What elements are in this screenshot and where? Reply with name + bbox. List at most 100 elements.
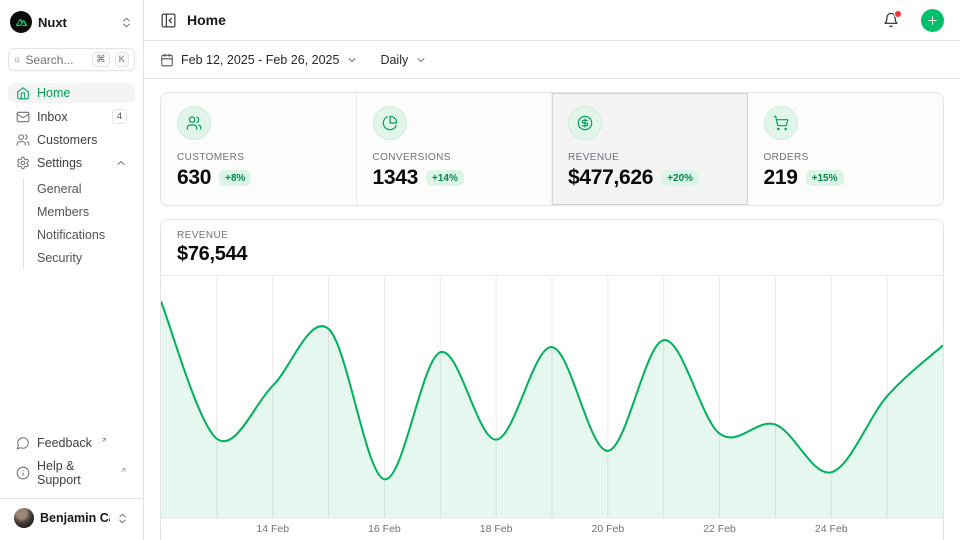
chevron-down-icon — [346, 54, 358, 66]
stat-value: 1343 — [373, 166, 419, 190]
chart-headline-value: $76,544 — [177, 243, 927, 266]
stat-label: CUSTOMERS — [177, 152, 340, 163]
stat-label: CONVERSIONS — [373, 152, 536, 163]
revenue-area-chart[interactable] — [161, 276, 943, 519]
workspace-name: Nuxt — [38, 15, 114, 30]
external-link-icon — [100, 436, 108, 444]
notifications-button[interactable] — [883, 12, 899, 28]
info-circle-icon — [16, 466, 30, 480]
sidebar-item-home[interactable]: Home — [8, 83, 135, 103]
stat-value: 630 — [177, 166, 211, 190]
gear-icon — [16, 156, 30, 170]
search-input[interactable]: ⌘ K — [8, 48, 135, 71]
kbd-cmd: ⌘ — [92, 52, 110, 67]
sidebar-item-feedback[interactable]: Feedback — [8, 433, 135, 453]
user-menu-button[interactable]: Benjamin Canac — [8, 499, 135, 534]
calendar-icon — [160, 53, 174, 67]
chevrons-up-down-icon — [116, 512, 129, 525]
granularity-select[interactable]: Daily — [380, 53, 427, 67]
chart-metric-label: REVENUE — [177, 230, 927, 241]
chevron-down-icon — [415, 54, 427, 66]
stat-icon-circle — [177, 106, 211, 140]
user-avatar — [14, 508, 34, 528]
sidebar-item-label: Inbox — [37, 110, 68, 124]
settings-sub-list: General Members Notifications Security — [23, 178, 135, 269]
stat-value: $477,626 — [568, 166, 653, 190]
stat-delta-badge: +14% — [426, 170, 464, 186]
sidebar-item-label: Feedback — [37, 436, 92, 450]
stat-delta-badge: +20% — [661, 170, 699, 186]
sidebar-item-label: Settings — [37, 156, 82, 170]
sidebar-item-label: Help & Support — [37, 459, 112, 487]
x-axis-tick-label: 14 Feb — [256, 523, 289, 535]
stat-icon-circle — [568, 106, 602, 140]
granularity-label: Daily — [380, 53, 408, 67]
sidebar-item-general[interactable]: General — [24, 178, 135, 200]
users-icon — [186, 115, 202, 131]
stat-delta-badge: +15% — [806, 170, 844, 186]
chart-x-axis-labels: 14 Feb 16 Feb 18 Feb 20 Feb 22 Feb 24 Feb — [161, 519, 943, 540]
main-area: Home Feb 12, 2025 - Feb 26, 2025 Daily — [144, 0, 960, 540]
x-axis-tick-label: 22 Feb — [703, 523, 736, 535]
filters-toolbar: Feb 12, 2025 - Feb 26, 2025 Daily — [144, 41, 960, 79]
home-icon — [16, 86, 30, 100]
page-title: Home — [187, 12, 873, 28]
chart-header: REVENUE $76,544 — [161, 220, 943, 276]
sidebar-item-inbox[interactable]: Inbox 4 — [8, 106, 135, 127]
chevrons-up-down-icon — [120, 16, 133, 29]
stat-label: REVENUE — [568, 152, 731, 163]
page-header: Home — [144, 0, 960, 41]
chevron-up-icon — [115, 157, 127, 169]
stat-icon-circle — [764, 106, 798, 140]
page-content: CUSTOMERS 630 +8% CONVERSIONS 1343 +14% — [144, 79, 960, 540]
plus-icon — [926, 14, 939, 27]
date-range-picker[interactable]: Feb 12, 2025 - Feb 26, 2025 — [160, 53, 358, 67]
stat-card-revenue[interactable]: REVENUE $477,626 +20% — [552, 93, 748, 205]
sidebar-spacer — [8, 269, 135, 421]
external-link-icon — [120, 466, 127, 474]
sidebar-item-members[interactable]: Members — [24, 201, 135, 223]
x-axis-tick-label: 16 Feb — [368, 523, 401, 535]
stat-value: 219 — [764, 166, 798, 190]
sidebar-nav: Home Inbox 4 Customers Settings General … — [8, 83, 135, 269]
search-field[interactable] — [25, 53, 87, 67]
sidebar-item-notifications[interactable]: Notifications — [24, 224, 135, 246]
circle-dollar-icon — [577, 115, 593, 131]
panel-left-close-icon — [160, 12, 177, 29]
x-axis-tick-label: 24 Feb — [815, 523, 848, 535]
chart-canvas — [161, 276, 943, 518]
workspace-switcher[interactable]: Nuxt — [8, 9, 135, 35]
revenue-chart-card: REVENUE $76,544 14 Feb 16 Feb 18 Feb 20 Feb… — [160, 219, 944, 540]
sidebar: Nuxt ⌘ K Home Inbox 4 Customers Settings… — [0, 0, 144, 540]
stat-card-orders[interactable]: ORDERS 219 +15% — [748, 93, 944, 205]
sidebar-item-security[interactable]: Security — [24, 247, 135, 269]
stat-label: ORDERS — [764, 152, 928, 163]
sidebar-item-label: Home — [37, 86, 70, 100]
stats-row: CUSTOMERS 630 +8% CONVERSIONS 1343 +14% — [160, 92, 944, 206]
users-icon — [16, 133, 30, 147]
add-button[interactable] — [921, 9, 944, 32]
date-range-label: Feb 12, 2025 - Feb 26, 2025 — [181, 53, 339, 67]
shopping-cart-icon — [773, 115, 789, 131]
inbox-count-badge: 4 — [112, 109, 127, 124]
x-axis-tick-label: 20 Feb — [591, 523, 624, 535]
sidebar-item-help-support[interactable]: Help & Support — [8, 456, 135, 490]
user-name: Benjamin Canac — [40, 511, 110, 525]
stat-delta-badge: +8% — [219, 170, 251, 186]
chart-pie-icon — [382, 115, 398, 131]
x-axis-tick-label: 18 Feb — [480, 523, 513, 535]
unread-notification-dot — [894, 10, 902, 18]
search-icon — [14, 54, 20, 66]
message-circle-icon — [16, 436, 30, 450]
kbd-k: K — [115, 52, 129, 67]
stat-card-customers[interactable]: CUSTOMERS 630 +8% — [161, 93, 357, 205]
stat-card-conversions[interactable]: CONVERSIONS 1343 +14% — [357, 93, 553, 205]
collapse-sidebar-button[interactable] — [160, 12, 177, 29]
nuxt-logo — [10, 11, 32, 33]
inbox-icon — [16, 110, 30, 124]
sidebar-footer-nav: Feedback Help & Support — [8, 433, 135, 490]
stat-icon-circle — [373, 106, 407, 140]
sidebar-item-customers[interactable]: Customers — [8, 130, 135, 150]
sidebar-item-settings[interactable]: Settings — [8, 153, 135, 173]
sidebar-item-label: Customers — [37, 133, 97, 147]
